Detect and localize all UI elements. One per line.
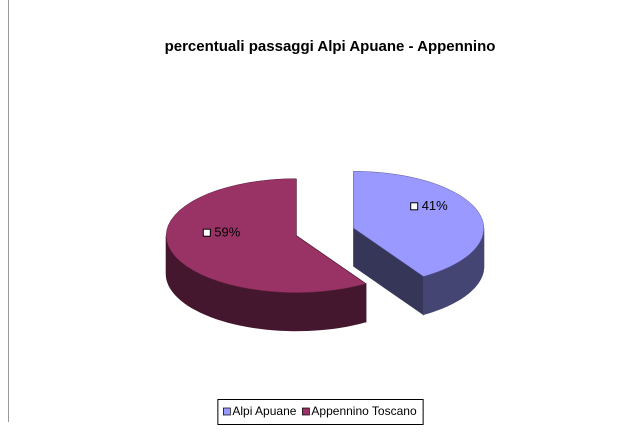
data-label: 41% (422, 198, 448, 213)
legend (217, 399, 424, 425)
legend-swatch (302, 407, 310, 416)
legend-swatch (223, 407, 231, 416)
data-label: 59% (214, 225, 240, 240)
label-key (410, 202, 419, 211)
slice (165, 178, 367, 293)
legend-label: Alpi Apuane (232, 404, 296, 418)
slice (353, 171, 485, 277)
chart-title: percentuali passaggi Alpi Apuane - Appen… (165, 38, 496, 55)
legend-label: Appennino Toscano (311, 404, 417, 418)
label-key (202, 228, 211, 237)
